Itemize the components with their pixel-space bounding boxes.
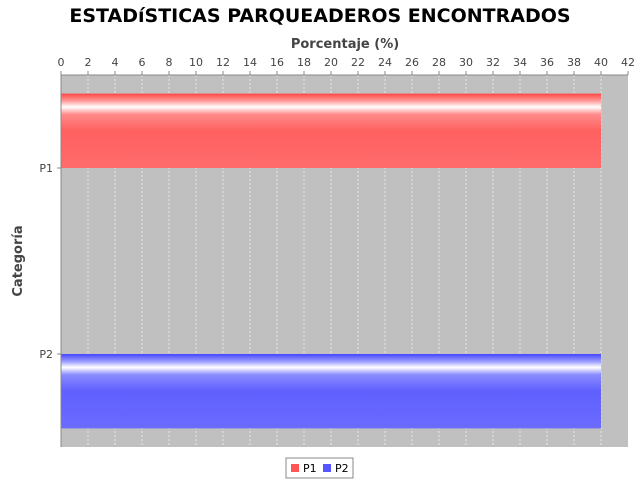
legend-label-p1: P1 <box>303 462 317 475</box>
legend-swatch-p1 <box>291 464 299 472</box>
legend-box <box>285 457 354 479</box>
legend: P1 P2 <box>285 457 354 479</box>
legend-swatch-p2 <box>323 464 331 472</box>
x-tick-label: 36 <box>540 56 554 69</box>
x-tick-label: 6 <box>139 56 146 69</box>
x-tick-label: 14 <box>243 56 257 69</box>
y-axis-label: Categoría <box>11 225 26 296</box>
x-tick-label: 20 <box>324 56 338 69</box>
x-tick-label: 32 <box>486 56 500 69</box>
x-tick-label: 24 <box>378 56 392 69</box>
x-tick-label: 2 <box>85 56 92 69</box>
bar-p2-p2 <box>61 354 601 429</box>
y-tick-label: P2 <box>39 348 53 361</box>
y-tick-label: P1 <box>39 162 53 175</box>
x-tick-label: 22 <box>351 56 365 69</box>
x-tick-label: 28 <box>432 56 446 69</box>
x-tick-label: 12 <box>216 56 230 69</box>
x-tick-label: 8 <box>166 56 173 69</box>
x-tick-label: 26 <box>405 56 419 69</box>
y-axis: P1 P2 <box>39 75 62 447</box>
x-tick-label: 16 <box>270 56 284 69</box>
x-tick-label: 42 <box>621 56 635 69</box>
x-tick-label: 0 <box>58 56 65 69</box>
chart-title: ESTADíSTICAS PARQUEADEROS ENCONTRADOS <box>69 5 570 27</box>
x-axis: 0 2 4 6 8 10 12 14 16 18 20 22 24 26 28 30 32 34 36 38 40 42 <box>58 56 635 76</box>
bars <box>61 93 601 429</box>
legend-label-p2: P2 <box>335 462 349 475</box>
x-tick-label: 30 <box>459 56 473 69</box>
bar-p1-p1 <box>61 93 601 168</box>
x-tick-label: 4 <box>112 56 119 69</box>
x-tick-label: 40 <box>594 56 608 69</box>
x-tick-label: 10 <box>189 56 203 69</box>
x-tick-label: 18 <box>297 56 311 69</box>
x-axis-label: Porcentaje (%) <box>291 37 399 52</box>
x-tick-label: 38 <box>567 56 581 69</box>
x-tick-label: 34 <box>513 56 527 69</box>
